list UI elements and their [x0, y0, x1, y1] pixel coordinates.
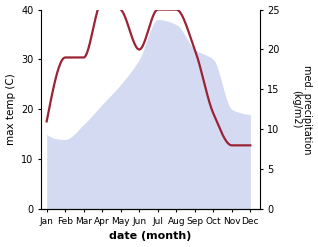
Y-axis label: max temp (C): max temp (C) [5, 74, 16, 145]
X-axis label: date (month): date (month) [109, 231, 191, 242]
Y-axis label: med. precipitation
(kg/m2): med. precipitation (kg/m2) [291, 65, 313, 154]
